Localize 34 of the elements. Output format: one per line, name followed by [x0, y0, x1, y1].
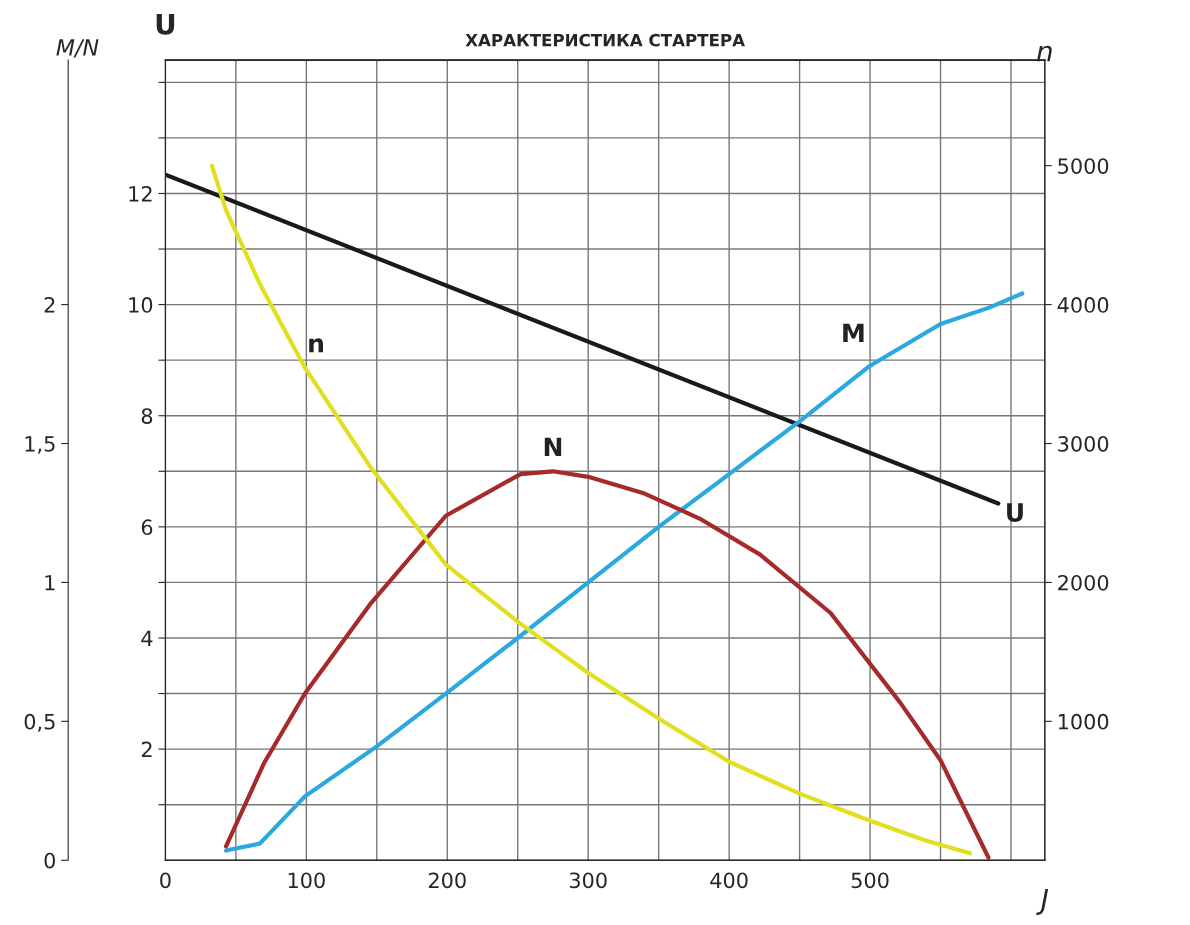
y3-axis-title: n [1036, 45, 1052, 62]
y2-tick-label: 2 [44, 297, 55, 313]
y2-axis-title: M/N [56, 39, 99, 58]
y-tick-label: 8 [141, 408, 153, 424]
y2-tick-label: 0,5 [24, 713, 55, 732]
series-label: n [309, 338, 323, 353]
y3-tick-label: 4000 [1057, 297, 1109, 313]
y-tick-label: 2 [141, 741, 152, 758]
line-series [209, 163, 973, 856]
y-tick-label: 12 [129, 185, 152, 202]
series-label: U [1007, 503, 1023, 522]
y3-tick-label: 3000 [1058, 435, 1109, 452]
y3-tick-label: 1000 [1058, 713, 1109, 730]
y2-tick-label: 0 [44, 852, 55, 869]
x-tick-label: 500 [851, 872, 889, 889]
y-tick-label: 4 [141, 630, 153, 646]
x-tick-label: 200 [428, 872, 466, 889]
x-tick-label: 100 [288, 872, 325, 889]
y2-tick-label: 1,5 [25, 436, 55, 454]
x-tick-label: 300 [569, 872, 607, 889]
x-axis-title: J [1036, 889, 1049, 915]
x-tick-label: 400 [710, 872, 748, 889]
chart-title: ХАРАКТЕРИСТИКА СТАРТЕРА [465, 33, 745, 47]
series-label: N [544, 437, 562, 456]
y2-tick-label: 1 [45, 575, 55, 591]
y-tick-label: 10 [129, 297, 153, 313]
line-series [223, 469, 991, 860]
x-tick-label: 0 [160, 872, 171, 889]
line-series [223, 291, 1025, 853]
y-tick-label: 6 [141, 519, 153, 536]
series-label: M [843, 323, 864, 343]
y3-tick-label: 5000 [1058, 158, 1109, 174]
y3-tick-label: 2000 [1058, 574, 1109, 591]
y-axis-title: U [156, 14, 175, 35]
